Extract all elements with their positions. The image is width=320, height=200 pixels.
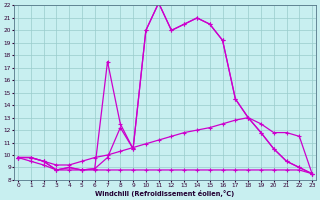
X-axis label: Windchill (Refroidissement éolien,°C): Windchill (Refroidissement éolien,°C) [95, 190, 235, 197]
